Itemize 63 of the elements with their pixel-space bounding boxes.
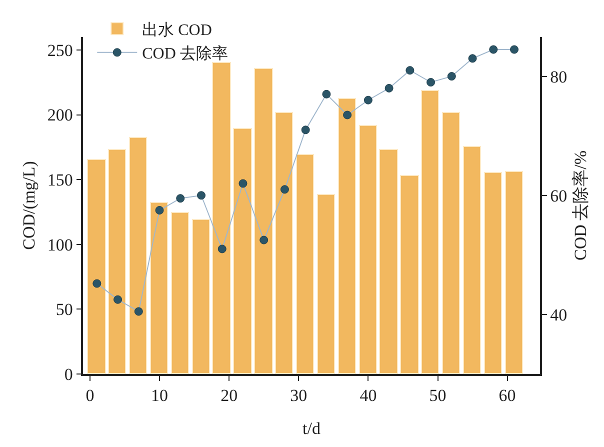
y-tick-label: 0 [64,364,73,384]
bar [212,62,231,374]
point [176,194,185,203]
bar [484,172,502,374]
bar [317,194,335,374]
bar [150,202,168,374]
y-tick-label: 100 [47,235,73,254]
y2-tick-label: 60 [550,186,568,206]
point [322,90,331,98]
bar [108,149,126,374]
bar [233,128,252,374]
y-tick-label: 150 [47,170,73,190]
bar [87,159,106,374]
legend-label: COD 去除率 [142,44,228,63]
bar [129,137,147,374]
point [468,54,477,63]
y2-tick-label: 40 [550,305,568,324]
point [447,72,456,81]
bar [442,112,460,374]
bar [171,212,189,374]
bar [505,171,523,374]
bar [463,146,481,374]
bar [359,125,377,374]
x-tick-label: 50 [429,386,446,406]
y2-axis-title: COD 去除率/% [571,150,590,261]
point [197,191,206,200]
bar [379,149,398,374]
point [406,66,414,75]
point [301,126,310,134]
point [343,110,352,120]
x-tick-label: 0 [86,386,94,406]
point [280,185,289,194]
point [134,307,143,316]
bar [338,98,356,374]
point [155,206,164,215]
y-tick-label: 50 [56,300,73,320]
point [384,84,394,92]
point [260,236,268,244]
point [218,244,226,254]
bar [254,68,273,374]
bar [421,90,439,374]
point [364,96,372,104]
x-tick-label: 30 [290,386,308,406]
bar [400,175,419,374]
x-tick-label: 20 [220,386,238,406]
bar [275,112,293,374]
legend-label: 出水 COD [142,20,212,39]
point [92,279,102,288]
y-axis-title: COD/(mg/L) [19,161,38,250]
y2-tick-label: 80 [550,67,568,86]
point [114,295,122,304]
bar [296,154,314,374]
x-axis-title: t/d [302,419,321,438]
point [510,45,519,54]
x-tick-label: 10 [151,386,168,406]
x-tick-label: 60 [498,386,516,406]
point [489,45,498,54]
y-tick-label: 200 [47,106,73,125]
point [426,78,436,86]
bar [192,219,210,374]
y-tick-label: 250 [47,40,73,60]
x-tick-label: 40 [360,386,377,406]
point [238,179,248,188]
